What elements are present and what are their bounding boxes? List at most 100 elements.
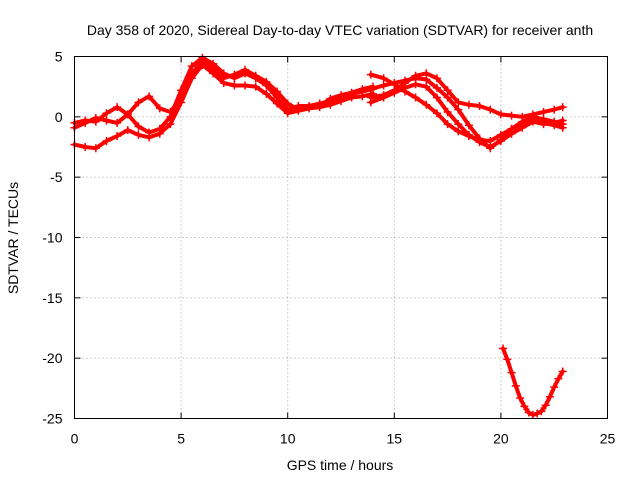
data-point-marker — [134, 122, 143, 131]
data-point-marker — [315, 101, 324, 110]
series-track-g — [366, 80, 567, 151]
data-point-marker — [273, 87, 282, 96]
data-point-marker — [230, 70, 239, 79]
series-trace — [501, 346, 565, 417]
data-point-marker — [366, 85, 375, 94]
y-tick-label: 5 — [55, 49, 63, 65]
data-point-marker — [102, 109, 111, 118]
data-point-marker — [528, 117, 537, 126]
data-point-marker — [432, 74, 441, 83]
data-point-marker — [545, 392, 554, 401]
data-point-marker — [347, 88, 356, 97]
y-tick-label: -25 — [42, 411, 62, 427]
y-tick-label: -15 — [42, 290, 62, 306]
data-point-marker — [518, 112, 527, 121]
data-point-marker — [411, 93, 420, 102]
series-track-c — [70, 57, 377, 132]
data-point-marker — [558, 103, 567, 112]
data-point-marker — [262, 77, 271, 86]
data-point-marker — [155, 104, 164, 113]
data-point-marker — [537, 407, 546, 416]
data-point-marker — [177, 93, 186, 102]
data-point-marker — [166, 108, 175, 117]
data-point-marker — [486, 143, 495, 151]
data-point-marker — [145, 133, 154, 142]
data-point-marker — [366, 70, 375, 79]
data-point-marker — [91, 144, 100, 153]
y-tick-label: -10 — [42, 230, 62, 246]
data-point-marker — [432, 109, 441, 118]
x-tick-label: 10 — [280, 431, 296, 447]
data-point-marker — [422, 69, 431, 78]
x-axis-label: GPS time / hours — [287, 457, 394, 473]
data-point-marker — [496, 110, 505, 119]
data-point-marker — [507, 129, 516, 138]
series-track-h — [499, 344, 567, 419]
data-point-marker — [518, 123, 527, 132]
data-point-marker — [443, 86, 452, 95]
data-point-marker — [123, 126, 132, 135]
x-tick-label: 25 — [600, 431, 616, 447]
data-point-marker — [366, 98, 375, 107]
data-point-marker — [219, 74, 228, 83]
data-point-marker — [91, 114, 100, 123]
data-point-marker — [454, 105, 463, 114]
data-point-marker — [499, 344, 508, 353]
data-point-marker — [326, 94, 335, 103]
data-point-marker — [443, 93, 452, 102]
data-point-marker — [251, 71, 260, 80]
data-point-marker — [511, 381, 520, 390]
data-point-marker — [520, 402, 529, 411]
data-point-marker — [273, 99, 282, 108]
data-point-marker — [507, 111, 516, 120]
data-point-marker — [422, 100, 431, 109]
y-tick-label: 0 — [55, 109, 63, 125]
data-point-marker — [305, 103, 314, 112]
data-point-marker — [283, 109, 292, 118]
data-point-marker — [379, 74, 388, 83]
data-point-marker — [166, 120, 175, 129]
data-point-marker — [443, 108, 452, 117]
data-point-marker — [251, 82, 260, 91]
data-point-marker — [358, 92, 367, 101]
chart-title: Day 358 of 2020, Sidereal Day-to-day VTE… — [87, 22, 593, 38]
data-point-marker — [241, 81, 250, 90]
data-point-marker — [198, 57, 207, 66]
data-point-marker — [411, 71, 420, 80]
data-point-marker — [187, 69, 196, 78]
grid-lines — [74, 56, 608, 419]
data-point-marker — [550, 383, 559, 392]
data-point-marker — [262, 89, 271, 98]
data-point-marker — [145, 92, 154, 101]
data-point-marker — [358, 85, 367, 94]
data-point-marker — [528, 110, 537, 119]
data-point-marker — [486, 105, 495, 114]
data-point-marker — [294, 105, 303, 114]
plot-frame — [74, 56, 608, 419]
data-point-marker — [102, 116, 111, 125]
data-point-marker — [475, 101, 484, 110]
data-point-marker — [134, 130, 143, 139]
data-point-marker — [400, 83, 409, 92]
data-point-marker — [379, 81, 388, 90]
x-tick-label: 0 — [71, 431, 79, 447]
data-point-marker — [379, 93, 388, 102]
data-point-marker — [113, 132, 122, 141]
data-point-marker — [503, 355, 512, 364]
y-tick-label: -5 — [50, 169, 63, 185]
data-point-marker — [524, 408, 533, 417]
data-point-marker — [230, 81, 239, 90]
data-point-marker — [533, 409, 542, 418]
data-point-marker — [464, 100, 473, 109]
x-tick-labels: 0 5 10 15 20 25 — [71, 431, 616, 447]
data-point-marker — [155, 129, 164, 138]
data-series — [70, 53, 567, 419]
data-point-marker — [81, 118, 90, 127]
x-tick-label: 15 — [387, 431, 403, 447]
data-point-marker — [113, 103, 122, 112]
y-axis-label: SDTVAR / TECUs — [5, 182, 21, 294]
data-point-marker — [464, 130, 473, 139]
data-point-marker — [134, 98, 143, 107]
data-point-marker — [550, 105, 559, 114]
